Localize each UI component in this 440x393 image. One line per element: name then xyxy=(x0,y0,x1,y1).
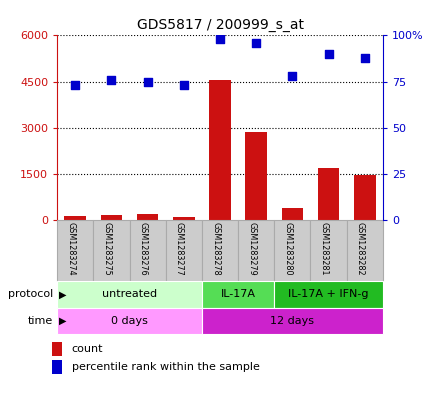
Text: GSM1283281: GSM1283281 xyxy=(319,222,329,275)
Text: GSM1283282: GSM1283282 xyxy=(356,222,365,275)
Bar xyxy=(166,220,202,281)
Text: GSM1283280: GSM1283280 xyxy=(283,222,292,275)
Point xyxy=(216,36,224,42)
Bar xyxy=(202,220,238,281)
Title: GDS5817 / 200999_s_at: GDS5817 / 200999_s_at xyxy=(136,18,304,31)
Text: percentile rank within the sample: percentile rank within the sample xyxy=(72,362,260,372)
Bar xyxy=(129,220,166,281)
Bar xyxy=(246,132,267,220)
Text: GSM1283275: GSM1283275 xyxy=(103,222,111,275)
Text: GSM1283279: GSM1283279 xyxy=(247,222,256,275)
Bar xyxy=(274,281,383,308)
Bar xyxy=(282,208,303,220)
Bar xyxy=(64,217,86,220)
Point xyxy=(361,54,368,61)
Bar xyxy=(354,175,376,220)
Text: ▶: ▶ xyxy=(59,289,67,299)
Bar xyxy=(93,220,129,281)
Text: ▶: ▶ xyxy=(59,316,67,326)
Text: IL-17A + IFN-g: IL-17A + IFN-g xyxy=(288,289,369,299)
Bar xyxy=(137,214,158,220)
Bar xyxy=(57,281,202,308)
Text: GSM1283277: GSM1283277 xyxy=(175,222,184,275)
Point xyxy=(72,82,79,88)
Point xyxy=(325,51,332,57)
Text: GSM1283278: GSM1283278 xyxy=(211,222,220,275)
Bar xyxy=(202,308,383,334)
Bar xyxy=(274,220,311,281)
Text: count: count xyxy=(72,344,103,354)
Bar xyxy=(311,220,347,281)
Text: time: time xyxy=(28,316,53,326)
Bar xyxy=(347,220,383,281)
Bar xyxy=(52,342,62,356)
Bar xyxy=(238,220,274,281)
Text: untreated: untreated xyxy=(102,289,157,299)
Bar xyxy=(209,80,231,220)
Point xyxy=(180,82,187,88)
Bar xyxy=(57,308,202,334)
Bar xyxy=(57,220,93,281)
Point xyxy=(289,73,296,79)
Bar xyxy=(202,281,274,308)
Text: GSM1283274: GSM1283274 xyxy=(66,222,75,275)
Text: protocol: protocol xyxy=(7,289,53,299)
Point xyxy=(108,77,115,83)
Point xyxy=(253,40,260,46)
Point xyxy=(144,79,151,85)
Bar xyxy=(101,215,122,220)
Bar xyxy=(52,360,62,374)
Text: 12 days: 12 days xyxy=(270,316,314,326)
Text: IL-17A: IL-17A xyxy=(220,289,256,299)
Bar xyxy=(318,168,339,220)
Text: 0 days: 0 days xyxy=(111,316,148,326)
Text: GSM1283276: GSM1283276 xyxy=(139,222,148,275)
Bar xyxy=(173,217,194,220)
